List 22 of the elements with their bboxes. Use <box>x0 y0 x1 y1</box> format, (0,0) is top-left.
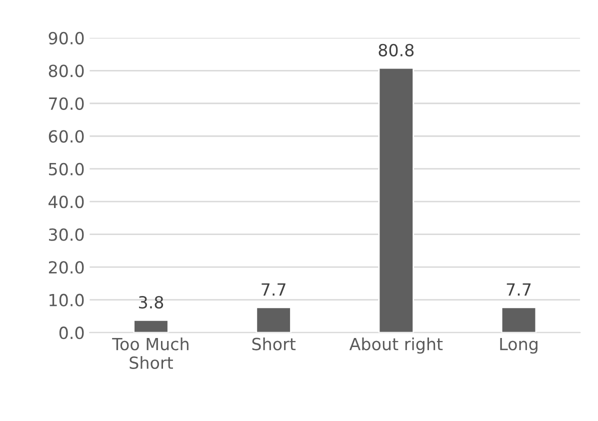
y-tick-label: 40.0 <box>48 196 84 208</box>
y-tick-label: 10.0 <box>50 294 84 306</box>
bar <box>133 319 169 333</box>
y-tick-label: 0.0 <box>59 326 84 340</box>
x-tick-label: About right <box>349 337 443 354</box>
y-tick-label: 20.0 <box>48 261 84 274</box>
data-label: 7.7 <box>262 283 286 296</box>
bar <box>500 306 537 333</box>
x-tick-label: Short <box>252 337 296 350</box>
bar <box>256 306 292 333</box>
y-tick-label: 60.0 <box>48 130 84 143</box>
y-tick-label: 70.0 <box>49 97 84 110</box>
x-tick-label: Long <box>500 338 538 354</box>
y-tick-label: 90.0 <box>48 32 84 44</box>
data-label: 80.8 <box>378 44 414 56</box>
bar <box>378 67 414 333</box>
y-tick-label: 80.0 <box>48 64 84 78</box>
x-tick-label: Too Much Short <box>112 337 188 370</box>
data-label: 3.8 <box>139 296 164 309</box>
y-tick-label: 50.0 <box>49 162 84 176</box>
data-label: 7.7 <box>506 283 531 296</box>
y-tick-label: 30.0 <box>49 228 84 241</box>
